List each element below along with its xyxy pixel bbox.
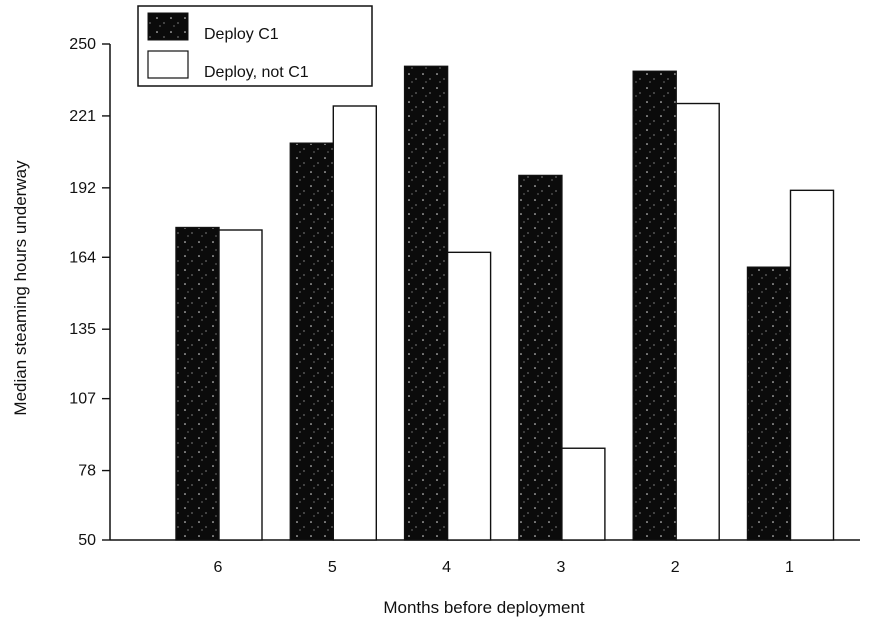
x-tick-label: 5 bbox=[328, 559, 337, 576]
bar-deploy-not-c1 bbox=[789, 189, 835, 541]
tick-labels: 250 221 192 164 135 107 78 50 6 5 4 3 2 1 bbox=[69, 36, 794, 576]
legend-swatch-deploy-not-c1 bbox=[147, 50, 189, 79]
x-tick-label: 6 bbox=[214, 559, 223, 576]
y-tick-label: 250 bbox=[69, 36, 96, 53]
bar-deploy-not-c1 bbox=[446, 251, 492, 541]
y-tick-label: 78 bbox=[78, 463, 96, 480]
x-tick-label: 3 bbox=[556, 559, 565, 576]
legend-label-deploy-not-c1: Deploy, not C1 bbox=[204, 64, 309, 81]
bar-deploy-not-c1 bbox=[561, 447, 606, 541]
bar-deploy-c1 bbox=[175, 226, 220, 541]
y-tick-label: 135 bbox=[69, 321, 96, 338]
y-axis-title: Median steaming hours underway bbox=[11, 160, 30, 416]
bars bbox=[175, 65, 835, 541]
bar-deploy-not-c1 bbox=[675, 102, 720, 541]
bar-deploy-not-c1 bbox=[332, 105, 377, 541]
y-tick-label: 164 bbox=[69, 249, 96, 266]
y-tick-label: 221 bbox=[69, 108, 96, 125]
bar-deploy-c1 bbox=[403, 65, 449, 541]
y-tick-label: 50 bbox=[78, 532, 96, 549]
x-tick-label: 2 bbox=[671, 559, 680, 576]
bar-deploy-c1 bbox=[746, 266, 792, 541]
x-tick-label: 4 bbox=[442, 559, 451, 576]
legend: Deploy C1 Deploy, not C1 bbox=[137, 5, 373, 87]
x-tick-label: 1 bbox=[785, 559, 794, 576]
legend-swatch-deploy-c1 bbox=[147, 12, 189, 41]
bar-deploy-c1 bbox=[289, 142, 334, 541]
legend-label-deploy-c1: Deploy C1 bbox=[204, 26, 279, 43]
x-axis-title: Months before deployment bbox=[383, 598, 585, 617]
y-tick-label: 192 bbox=[69, 180, 96, 197]
y-tick-label: 107 bbox=[69, 391, 96, 408]
bar-deploy-c1 bbox=[518, 174, 563, 541]
bar-deploy-c1 bbox=[632, 70, 677, 541]
bar-deploy-not-c1 bbox=[218, 229, 263, 541]
